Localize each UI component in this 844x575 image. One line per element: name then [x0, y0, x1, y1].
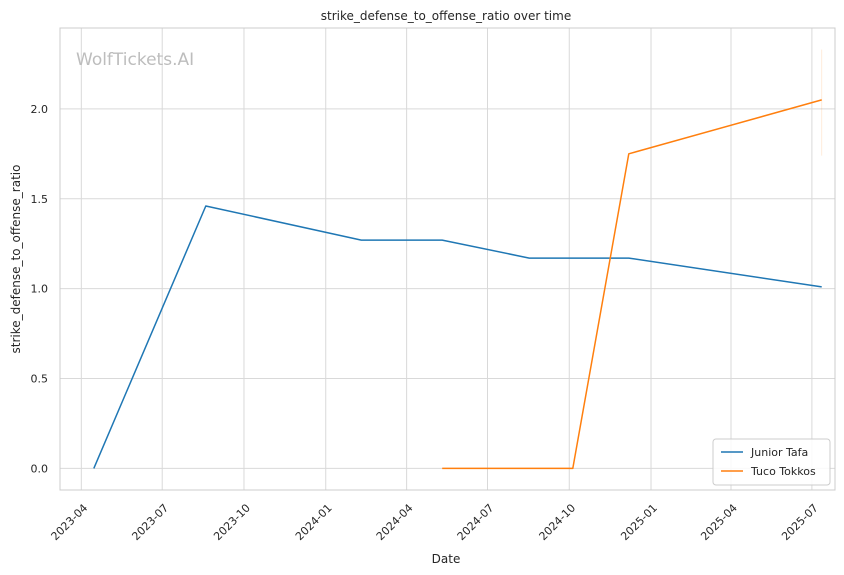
y-tick-label: 1.5 [31, 193, 49, 206]
legend-label-junior-tafa: Junior Tafa [750, 446, 808, 459]
y-tick-label: 2.0 [31, 103, 49, 116]
x-axis-label: Date [432, 552, 461, 566]
y-tick-label: 0.5 [31, 373, 49, 386]
y-tick-label: 0.0 [31, 462, 49, 475]
legend: Junior Tafa Tuco Tokkos [712, 438, 831, 486]
chart-title: strike_defense_to_offense_ratio over tim… [321, 9, 571, 23]
grid [60, 28, 835, 490]
y-tick-label: 1.0 [31, 283, 49, 296]
plot-frame [59, 27, 836, 491]
legend-label-tuco-tokkos: Tuco Tokkos [750, 465, 816, 478]
series-line-tuco-tokkos [442, 99, 822, 470]
series-layer [93, 49, 823, 470]
y-axis-label: strike_defense_to_offense_ratio [9, 165, 23, 354]
legend-box [712, 438, 831, 486]
series-line-junior-tafa [93, 205, 822, 469]
watermark: WolfTickets.AI [76, 50, 194, 70]
